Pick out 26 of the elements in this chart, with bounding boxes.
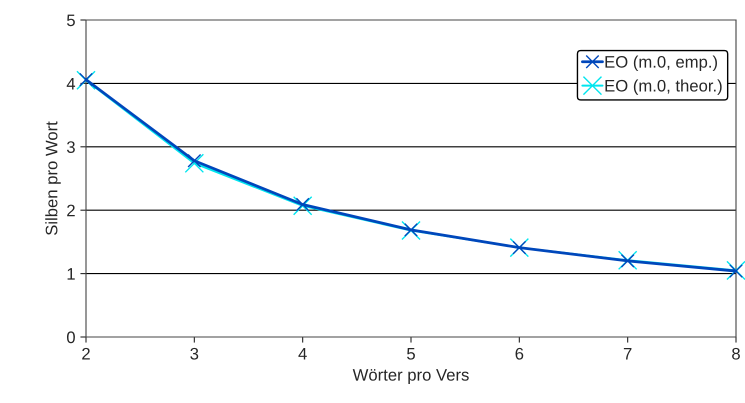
point — [404, 222, 418, 237]
point — [76, 70, 96, 90]
point — [729, 264, 743, 278]
y-axis-title: Silben pro Wort — [45, 121, 61, 236]
point — [726, 260, 745, 280]
point — [187, 154, 202, 168]
y-tick-label: 3 — [66, 141, 75, 154]
y-tick-label: 2 — [67, 204, 75, 216]
x-tick-label: 6 — [516, 348, 524, 360]
x-tick-label: 7 — [624, 348, 632, 360]
point — [79, 72, 93, 87]
y-tick-label: 4 — [66, 78, 76, 90]
x-axis-title: Wörter pro Vers — [352, 369, 469, 384]
y-tick-label: 5 — [66, 14, 75, 26]
x-tick-label: 8 — [732, 348, 740, 360]
point — [292, 196, 312, 216]
x-tick-label: 3 — [190, 348, 198, 360]
x-tick-label: 4 — [298, 348, 307, 360]
legend-label: EO (m.0, emp.) — [605, 56, 717, 72]
y-tick-label: 0 — [66, 331, 75, 344]
point — [401, 220, 421, 240]
x-tick-label: 5 — [407, 348, 415, 360]
y-tick-label: 1 — [68, 268, 75, 280]
point — [296, 198, 310, 212]
legend-label: EO (m.0, theor.) — [605, 79, 722, 95]
x-tick-label: 2 — [82, 348, 90, 360]
